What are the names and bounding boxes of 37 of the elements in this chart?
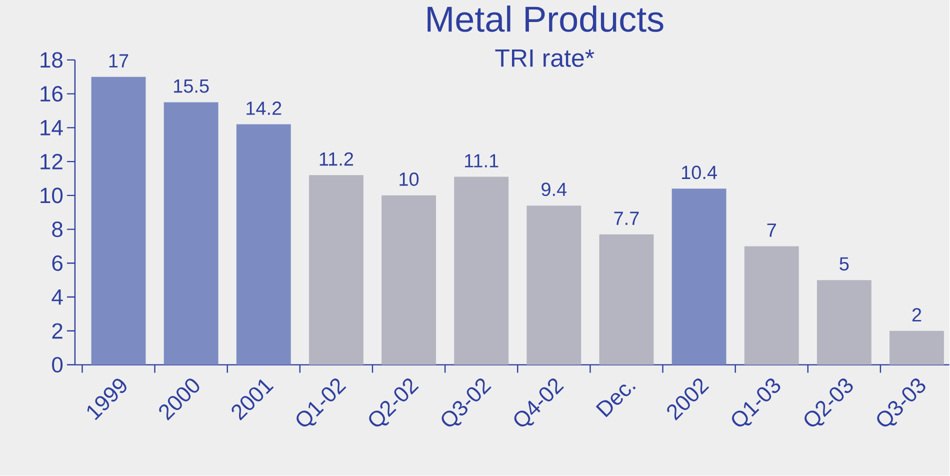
- chart-subtitle: TRI rate*: [495, 50, 594, 68]
- data-label: 11.2: [320, 152, 354, 166]
- data-label: 10: [400, 172, 419, 186]
- data-label: 9.4: [542, 182, 567, 196]
- data-label: 10.4: [682, 166, 717, 180]
- x-tick-label: Dec.: [596, 384, 636, 418]
- bar: [672, 188, 726, 365]
- y-tick-label: 8: [52, 222, 62, 238]
- y-tick-label: 4: [52, 290, 63, 305]
- y-tick-label: 10: [40, 188, 63, 204]
- y-tick-label: 0: [52, 357, 63, 373]
- bar: [308, 175, 364, 365]
- data-label: 5: [840, 257, 849, 271]
- bar: [382, 196, 436, 365]
- y-tick-label: 16: [40, 86, 62, 102]
- y-tick-label: 18: [40, 52, 62, 68]
- chart-title: Metal Products: [428, 6, 664, 32]
- bar: [816, 280, 872, 365]
- data-label: 2: [912, 308, 922, 322]
- y-tick-label: 2: [52, 323, 62, 339]
- bar: [454, 176, 509, 365]
- bar: [91, 77, 146, 365]
- y-tick-label: 6: [52, 256, 62, 272]
- data-label: 7: [767, 224, 776, 237]
- data-label: 11.1: [465, 154, 498, 168]
- data-label: 15.5: [174, 80, 209, 93]
- data-label: 7.7: [614, 212, 639, 225]
- y-tick-label: 14: [40, 120, 63, 136]
- bar: [236, 124, 291, 365]
- y-tick-label: 12: [40, 154, 62, 170]
- data-label: 17: [109, 54, 128, 68]
- bar: [890, 331, 944, 365]
- bar: [599, 234, 654, 365]
- bar: [164, 102, 218, 365]
- bar: [526, 206, 582, 365]
- bar: [744, 246, 799, 365]
- data-label: 14.2: [246, 102, 282, 115]
